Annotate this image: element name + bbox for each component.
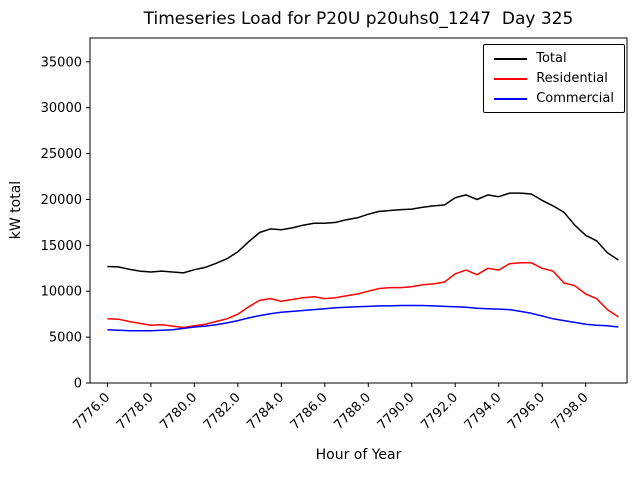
x-axis-label: Hour of Year: [315, 447, 402, 463]
x-tick-label: 7778.0: [114, 390, 157, 433]
y-tick-label: 30000: [41, 101, 82, 116]
series-line-total: [107, 192, 619, 274]
y-tick-label: 5000: [49, 331, 82, 346]
legend: Total Residential Commercial: [483, 44, 625, 113]
legend-entry-total: Total: [494, 52, 614, 65]
x-tick-label: 7792.0: [418, 390, 461, 433]
x-tick-label: 7780.0: [157, 390, 200, 433]
legend-entry-residential: Residential: [494, 72, 614, 85]
legend-line-total-swatch: [494, 57, 528, 60]
x-tick-label: 7794.0: [462, 390, 505, 433]
x-tick-label: 7790.0: [375, 390, 418, 433]
y-tick-label: 25000: [41, 147, 82, 162]
x-tick-label: 7784.0: [244, 390, 287, 433]
x-tick-label: 7782.0: [201, 390, 244, 433]
series-line-commercial: [107, 304, 619, 332]
legend-line-residential-swatch: [494, 77, 528, 80]
y-tick-label: 0: [74, 377, 82, 392]
x-tick-label: 7786.0: [288, 390, 331, 433]
axes-box: [89, 37, 628, 384]
legend-label-total: Total: [536, 51, 567, 66]
x-tick-label: 7788.0: [331, 390, 374, 433]
legend-line-commercial-swatch: [494, 97, 528, 100]
legend-entry-commercial: Commercial: [494, 92, 614, 105]
series-line-residential: [107, 262, 619, 329]
y-tick-label: 20000: [41, 193, 82, 208]
y-tick-label: 15000: [41, 239, 82, 254]
legend-label-commercial: Commercial: [536, 91, 614, 106]
chart-title: Timeseries Load for P20U p20uhs0_1247 Da…: [143, 9, 574, 29]
y-tick-label: 35000: [41, 55, 82, 70]
x-tick-label: 7776.0: [70, 390, 113, 433]
legend-label-residential: Residential: [536, 71, 608, 86]
x-tick-label: 7798.0: [549, 390, 592, 433]
x-tick-label: 7796.0: [505, 390, 548, 433]
y-tick-label: 10000: [41, 285, 82, 300]
